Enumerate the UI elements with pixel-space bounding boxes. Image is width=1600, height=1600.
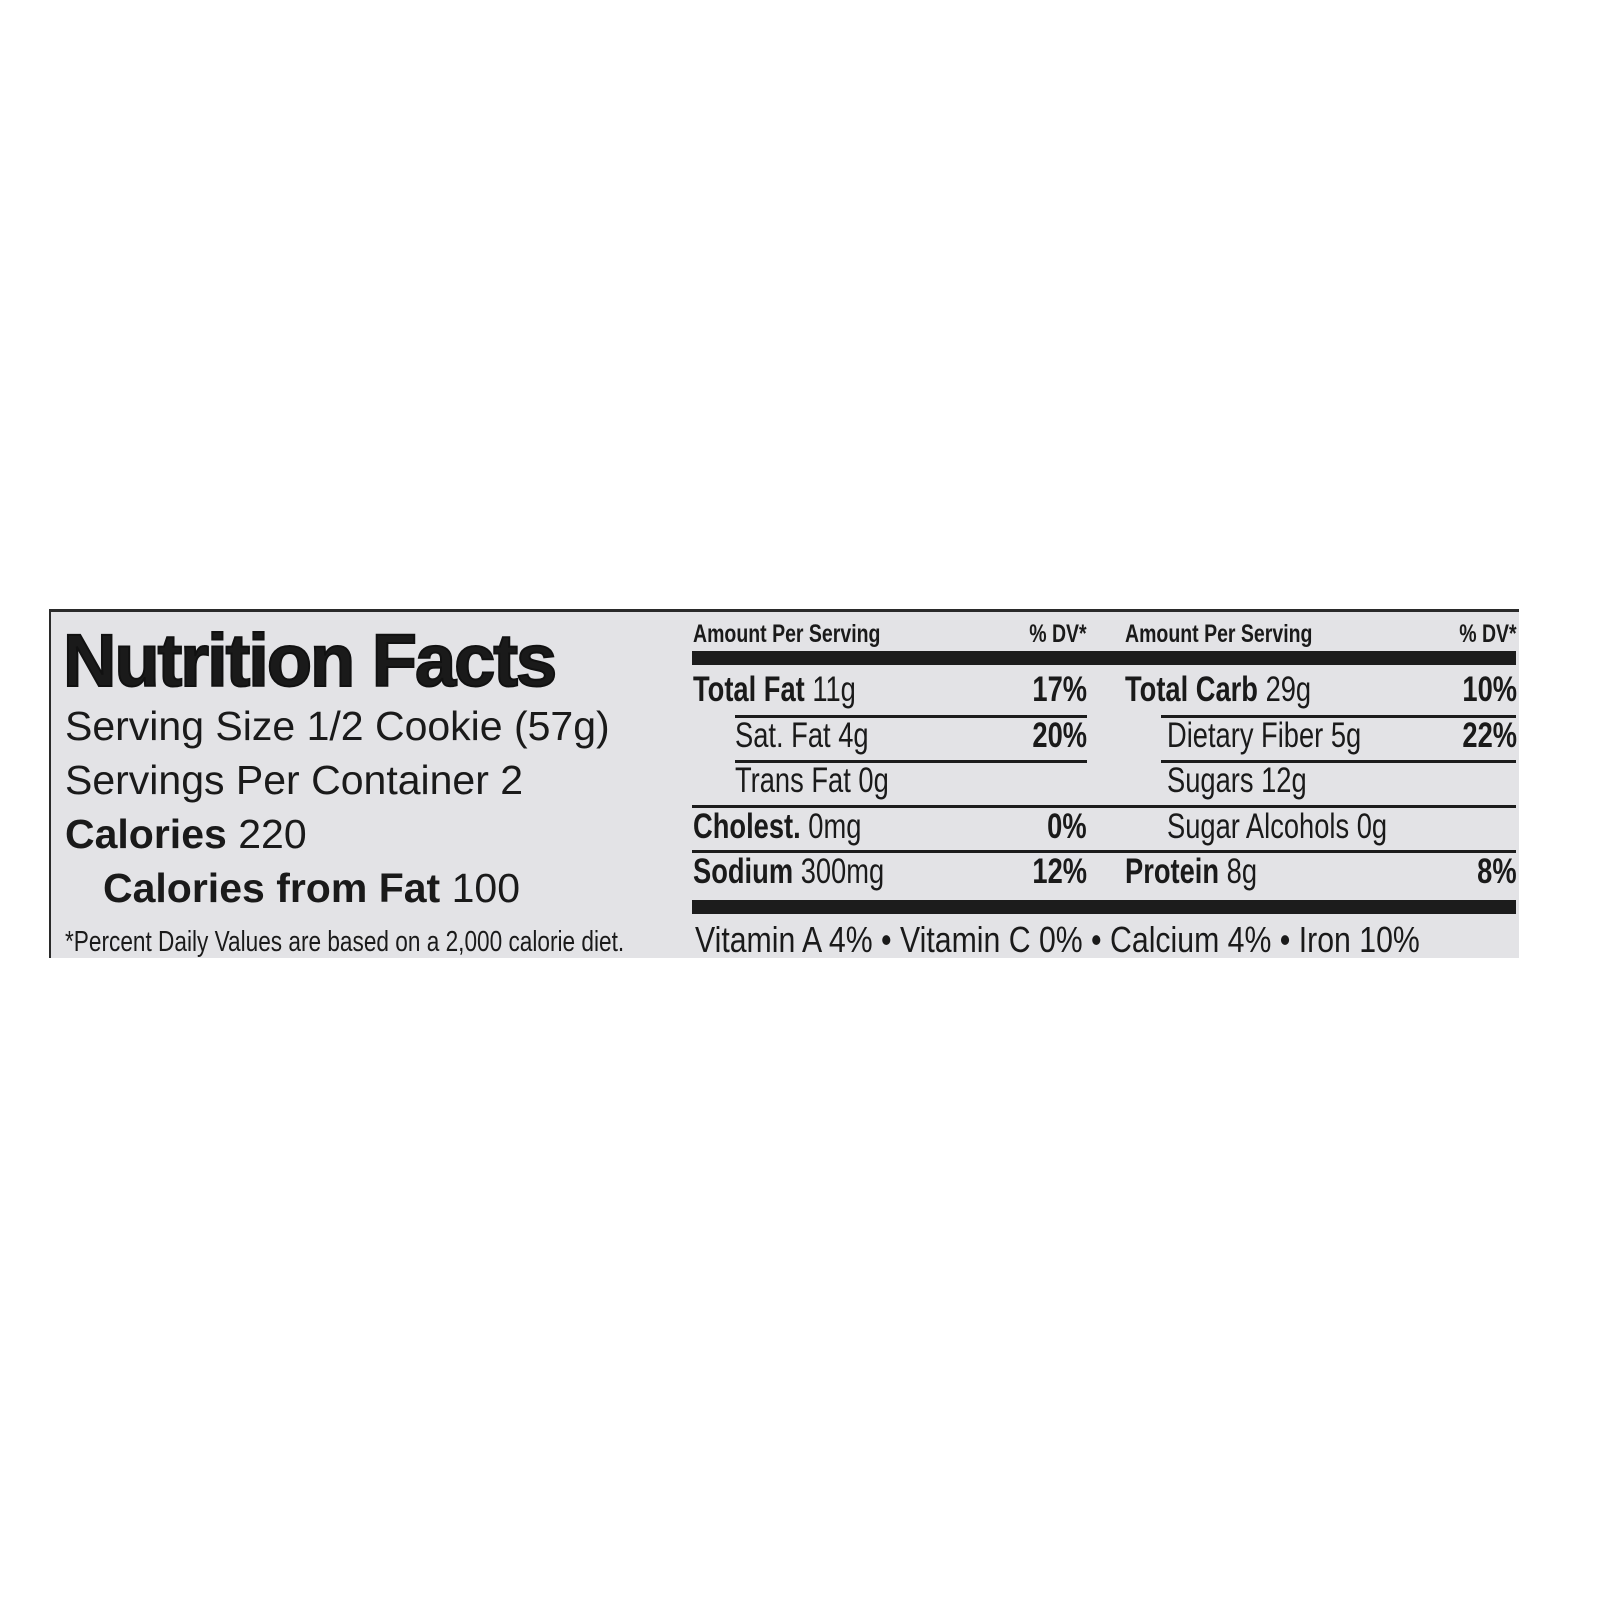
- nutrient-amount: 0g: [858, 761, 889, 800]
- row-divider: [1087, 850, 1516, 853]
- header-amount-right: Amount Per Serving: [1125, 620, 1313, 648]
- header-dv-right: % DV*: [1459, 620, 1517, 648]
- nutrient-dv: 10%: [1462, 670, 1517, 709]
- row-divider: [1161, 715, 1516, 718]
- left-row: Total Fat 11g: [693, 672, 902, 707]
- nutrient-name: Protein: [1125, 852, 1220, 891]
- nutrition-facts-label: Nutrition Facts Serving Size 1/2 Cookie …: [49, 609, 1519, 958]
- servings-per-container: Servings Per Container 2: [65, 757, 524, 803]
- row-divider: [1161, 760, 1516, 763]
- thick-rule-bottom: [692, 900, 1516, 914]
- nutrient-name: Sat. Fat: [735, 716, 831, 755]
- nutrient-name: Dietary Fiber: [1167, 716, 1324, 755]
- nutrient-name: Sodium: [693, 852, 794, 891]
- vitamins-line: Vitamin A 4% • Vitamin C 0% • Calcium 4%…: [695, 919, 1420, 960]
- row-divider: [692, 805, 1087, 808]
- nutrient-name: Cholest.: [693, 807, 801, 846]
- right-row: Sugars 12g: [1167, 763, 1346, 798]
- calories: Calories 220: [65, 811, 307, 857]
- nutrient-dv: 17%: [1032, 670, 1087, 709]
- thick-rule-top: [692, 651, 1516, 665]
- left-row: Trans Fat 0g: [735, 763, 932, 798]
- nutrient-dv: 12%: [1032, 852, 1087, 891]
- nutrient-amount: 0g: [1356, 807, 1388, 846]
- serving-size: Serving Size 1/2 Cookie (57g): [65, 703, 610, 749]
- row-divider: [692, 850, 1087, 853]
- nutrient-name: Trans Fat: [735, 761, 851, 800]
- header-amount-left: Amount Per Serving: [693, 620, 881, 648]
- nutrient-name: Sugar Alcohols: [1167, 807, 1350, 846]
- nutrient-amount: 300mg: [800, 852, 885, 891]
- nutrient-amount: 8g: [1226, 852, 1258, 891]
- right-row: Dietary Fiber 5g: [1167, 718, 1416, 753]
- title: Nutrition Facts: [62, 619, 558, 702]
- nutrient-amount: 29g: [1265, 670, 1312, 709]
- nutrient-amount: 5g: [1330, 716, 1362, 755]
- nutrient-name: Sugars: [1167, 761, 1254, 800]
- nutrient-dv: 8%: [1477, 852, 1517, 891]
- right-row: Total Carb 29g: [1125, 672, 1364, 707]
- left-row: Cholest. 0mg: [693, 809, 909, 844]
- nutrient-amount: 11g: [812, 670, 856, 709]
- nutrient-dv: 0%: [1047, 807, 1087, 846]
- nutrient-dv: 20%: [1032, 716, 1087, 755]
- nutrient-name: Total Carb: [1125, 670, 1258, 709]
- nutrient-name: Total Fat: [693, 670, 805, 709]
- nutrient-amount: 4g: [838, 716, 869, 755]
- nutrient-dv: [987, 763, 1087, 798]
- row-divider: [1087, 805, 1516, 808]
- left-row: Sodium 300mg: [693, 854, 938, 889]
- header-dv-left: % DV*: [1029, 620, 1087, 648]
- left-row: Sat. Fat 4g: [735, 718, 906, 753]
- footnote: *Percent Daily Values are based on a 2,0…: [65, 926, 625, 958]
- nutrient-dv: [1417, 763, 1517, 798]
- nutrient-dv: 22%: [1462, 716, 1517, 755]
- calories-from-fat: Calories from Fat 100: [103, 865, 521, 911]
- nutrient-dv: [1417, 809, 1517, 844]
- right-row: Sugar Alcohols 0g: [1167, 809, 1449, 844]
- right-row: Protein 8g: [1125, 854, 1294, 889]
- nutrient-amount: 12g: [1261, 761, 1307, 800]
- nutrient-amount: 0mg: [808, 807, 862, 846]
- row-divider: [735, 760, 1087, 763]
- row-divider: [735, 715, 1087, 718]
